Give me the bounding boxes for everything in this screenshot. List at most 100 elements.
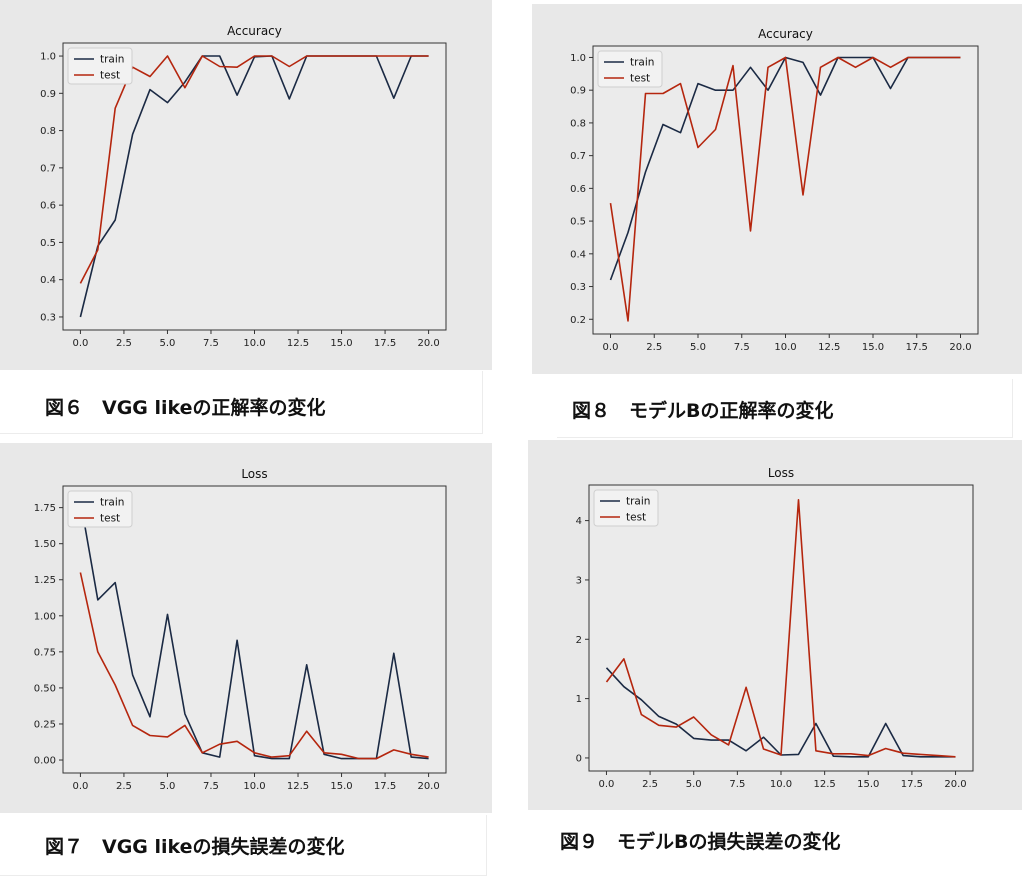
y-tick-label: 0.4 (40, 275, 56, 286)
series-line-test (609, 56, 961, 322)
x-tick-label: 15.0 (330, 338, 352, 349)
x-tick-label: 7.5 (729, 779, 745, 790)
y-tick-label: 0.6 (40, 201, 56, 212)
caption-fig9: 図９ モデルBの損失誤差の変化 (560, 831, 841, 853)
x-tick-label: 10.0 (770, 779, 792, 790)
y-tick-label: 1.25 (34, 575, 56, 586)
plot-area (588, 484, 974, 772)
x-tick-label: 2.5 (116, 338, 132, 349)
chart-modelb-accuracy: Accuracy 0.0 2.5 5.0 7.5 10.0 12.5 15.0 17.5 20.0… (570, 27, 979, 353)
chart-title: Accuracy (227, 24, 282, 38)
caption-box-fig6 (0, 371, 483, 434)
x-tick-label: 12.5 (287, 338, 309, 349)
y-tick-label: 1.75 (34, 503, 56, 514)
x-tick-label: 12.5 (814, 779, 836, 790)
x-tick-label: 5.0 (160, 781, 176, 792)
x-tick-label: 2.5 (642, 779, 658, 790)
y-tick-label: 0.4 (570, 249, 586, 260)
x-tick-label: 12.5 (818, 342, 840, 353)
x-tick-label: 2.5 (116, 781, 132, 792)
chart-vgg-accuracy: Accuracy 0.0 2.5 5.0 7.5 10.0 12.5 15.0 17.5 20.0… (40, 24, 447, 349)
series-line-test (79, 572, 429, 760)
y-tick-label: 0.75 (34, 647, 56, 658)
y-tick-label: 0.6 (570, 184, 586, 195)
legend-label-test: test (100, 513, 120, 525)
x-tick-label: 0.0 (72, 338, 88, 349)
x-tick-label: 7.5 (203, 781, 219, 792)
x-tick-label: 17.5 (374, 781, 396, 792)
x-tick-label: 15.0 (330, 781, 352, 792)
y-tick-label: 0.3 (40, 312, 56, 323)
y-tick-label: 0.50 (34, 683, 56, 694)
y-tick-label: 0.5 (40, 238, 56, 249)
legend-label-train: train (100, 497, 124, 509)
chart-panel-modelb-accuracy: Accuracy 0.0 2.5 5.0 7.5 10.0 12.5 15.0 17.5 20.0… (532, 4, 1022, 374)
x-tick-label: 7.5 (203, 338, 219, 349)
x-tick-label: 2.5 (646, 342, 662, 353)
caption-box-fig8 (557, 379, 1013, 438)
caption-fig6: 図６ VGG likeの正解率の変化 (45, 397, 326, 419)
chart-modelb-loss: Loss 0.0 2.5 5.0 7.5 10.0 12.5 15.0 17.5 20.0 0 1 2 3… (576, 466, 974, 790)
y-tick-label: 2 (576, 635, 582, 646)
x-tick-label: 17.5 (374, 338, 396, 349)
plot-area (592, 45, 979, 335)
legend-label-test: test (100, 70, 120, 82)
x-tick-label: 0.0 (72, 781, 88, 792)
y-tick-label: 0.5 (570, 217, 586, 228)
x-tick-label: 17.5 (901, 779, 923, 790)
y-tick-label: 0.8 (40, 126, 56, 137)
caption-fig8: 図８ モデルBの正解率の変化 (572, 400, 834, 422)
plot-area (62, 42, 447, 331)
y-tick-label: 3 (576, 575, 582, 586)
y-tick-label: 4 (576, 516, 582, 527)
y-tick-label: 1.0 (40, 52, 56, 63)
series-line-test (605, 498, 956, 758)
x-tick-label: 10.0 (243, 338, 265, 349)
y-tick-label: 1 (576, 694, 582, 705)
legend: train test (67, 47, 133, 85)
x-tick-label: 10.0 (774, 342, 796, 353)
y-tick-label: 0.9 (570, 86, 586, 97)
legend: train test (597, 50, 663, 88)
legend-label-test: test (630, 73, 650, 85)
caption-fig7: 図７ VGG likeの損失誤差の変化 (45, 836, 345, 858)
x-tick-label: 5.0 (160, 338, 176, 349)
legend-label-test: test (626, 512, 646, 524)
x-tick-label: 10.0 (243, 781, 265, 792)
y-tick-label: 1.50 (34, 539, 56, 550)
chart-title: Loss (241, 467, 267, 481)
x-tick-label: 15.0 (857, 779, 879, 790)
y-tick-label: 0.8 (570, 118, 586, 129)
chart-title: Accuracy (758, 27, 813, 41)
y-tick-label: 0.7 (40, 163, 56, 174)
legend-label-train: train (100, 54, 124, 66)
x-tick-label: 20.0 (417, 338, 439, 349)
x-tick-label: 15.0 (862, 342, 884, 353)
legend-label-train: train (626, 496, 650, 508)
y-tick-label: 0.9 (40, 89, 56, 100)
y-tick-label: 0.7 (570, 151, 586, 162)
legend-label-train: train (630, 57, 654, 69)
y-tick-label: 0 (576, 753, 582, 764)
y-tick-label: 0.2 (570, 315, 586, 326)
legend: train test (593, 489, 659, 527)
x-tick-label: 0.0 (603, 342, 619, 353)
series-line-test (79, 55, 429, 284)
x-tick-label: 20.0 (949, 342, 971, 353)
y-tick-label: 0.25 (34, 719, 56, 730)
chart-vgg-loss: Loss 0.0 2.5 5.0 7.5 10.0 12.5 15.0 17.5 20.0 0.00… (34, 467, 447, 792)
x-tick-label: 0.0 (599, 779, 615, 790)
x-tick-label: 7.5 (734, 342, 750, 353)
legend: train test (67, 490, 133, 528)
chart-panel-vgg-loss: Loss 0.0 2.5 5.0 7.5 10.0 12.5 15.0 17.5 20.0 0.00… (0, 443, 492, 813)
y-tick-label: 1.0 (570, 53, 586, 64)
x-tick-label: 5.0 (686, 779, 702, 790)
chart-panel-vgg-accuracy: Accuracy 0.0 2.5 5.0 7.5 10.0 12.5 15.0 17.5 20.0… (0, 0, 492, 370)
x-tick-label: 20.0 (417, 781, 439, 792)
x-tick-label: 17.5 (906, 342, 928, 353)
y-tick-label: 0.00 (34, 756, 56, 767)
plot-area (62, 485, 447, 774)
y-tick-label: 1.00 (34, 611, 56, 622)
x-tick-label: 5.0 (690, 342, 706, 353)
chart-title: Loss (768, 466, 794, 480)
